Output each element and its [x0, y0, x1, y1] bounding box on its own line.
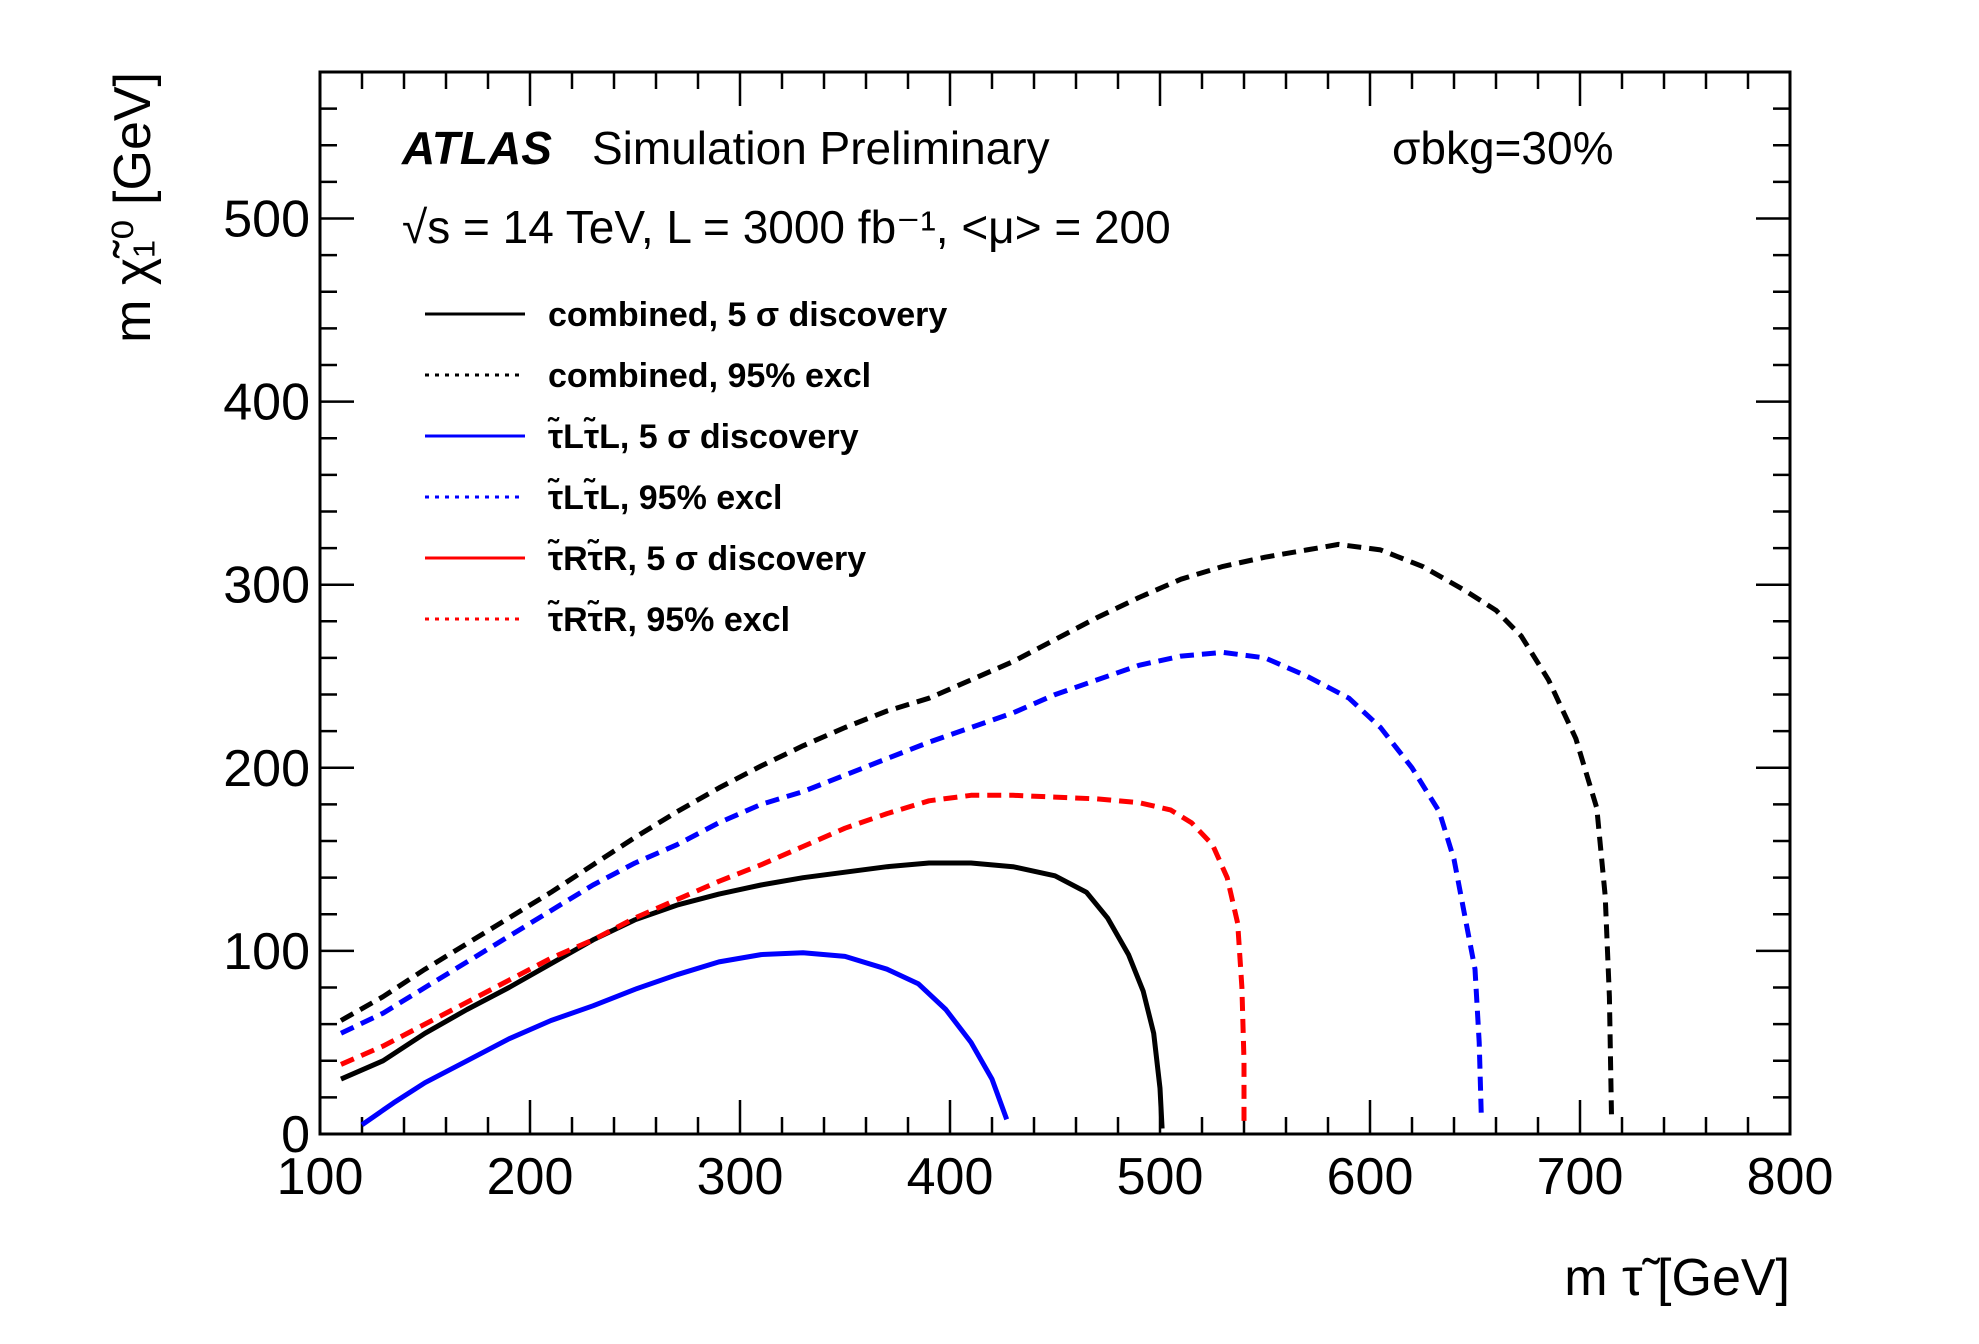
- x-tick-label: 700: [1537, 1148, 1624, 1206]
- y-tick-label: 0: [281, 1106, 310, 1164]
- series-line-5: [340, 792, 1247, 1125]
- x-tick-label: 800: [1747, 1148, 1834, 1206]
- atlas-label: ATLAS: [401, 122, 552, 174]
- axis-ticks: [318, 70, 1792, 1136]
- y-tick-label: 500: [223, 190, 310, 248]
- x-tick-label: 200: [487, 1148, 574, 1206]
- x-tick-label: 600: [1327, 1148, 1414, 1206]
- series-line-1: [339, 541, 1614, 1116]
- x-tick-label: 500: [1117, 1148, 1204, 1206]
- legend: combined, 5 σ discovery combined, 95% exc…: [425, 296, 947, 639]
- y-tick-label: 100: [223, 923, 310, 981]
- x-tick-label: 300: [697, 1148, 784, 1206]
- y-tick-label: 300: [223, 557, 310, 615]
- legend-label-2: τ̃Lτ̃L, 5 σ discovery: [547, 417, 859, 456]
- legend-label-1: combined, 95% excl: [548, 357, 871, 395]
- plot-frame: [318, 70, 1792, 1136]
- legend-label-3: τ̃Lτ̃L, 95% excl: [547, 478, 782, 517]
- legend-label-5: τ̃Rτ̃R, 95% excl: [547, 600, 790, 639]
- legend-label-4: τ̃Rτ̃R, 5 σ discovery: [547, 539, 866, 578]
- contour-curves: [339, 541, 1614, 1129]
- simulation-label: Simulation Preliminary: [592, 122, 1050, 174]
- x-tick-label: 100: [277, 1148, 364, 1206]
- series-line-3: [339, 649, 1484, 1116]
- y-tick-label: 200: [223, 740, 310, 798]
- energy-lumi-label: √s = 14 TeV, L = 3000 fb⁻¹, <μ> = 200: [402, 201, 1171, 253]
- series-line-2: [360, 950, 1010, 1127]
- y-axis-title: m χ̃₁⁰ [GeV]: [104, 72, 162, 343]
- y-tick-label: 400: [223, 374, 310, 432]
- sigma-bkg-label: σbkg=30%: [1392, 122, 1614, 174]
- legend-label-0: combined, 5 σ discovery: [548, 296, 947, 334]
- series-line-0: [340, 860, 1165, 1129]
- x-axis-title: m τ̃ [GeV]: [1564, 1249, 1790, 1307]
- x-tick-label: 400: [907, 1148, 994, 1206]
